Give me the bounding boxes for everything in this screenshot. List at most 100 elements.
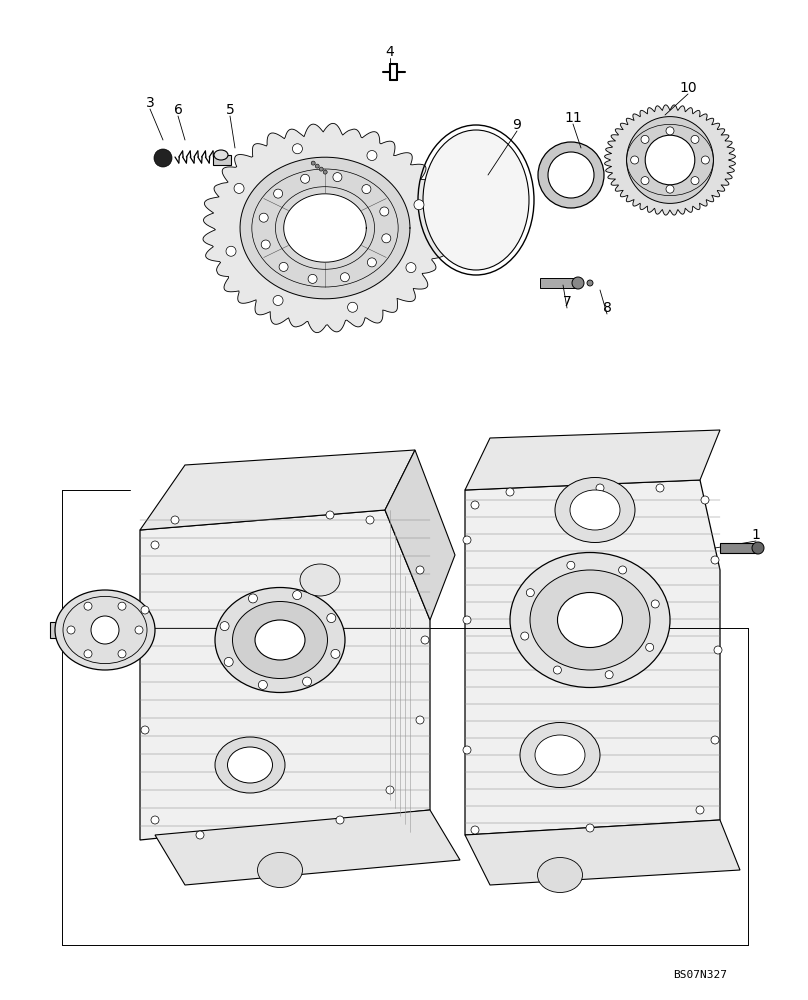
Text: 6: 6 [174, 103, 183, 117]
Circle shape [224, 657, 234, 666]
Polygon shape [465, 820, 740, 885]
Circle shape [701, 156, 709, 164]
Circle shape [463, 746, 471, 754]
Circle shape [366, 516, 374, 524]
Circle shape [326, 614, 336, 623]
Ellipse shape [520, 722, 600, 788]
Text: 5: 5 [225, 103, 234, 117]
Circle shape [220, 622, 229, 631]
Circle shape [91, 616, 119, 644]
Bar [213, 155, 231, 165]
Circle shape [605, 671, 613, 679]
Circle shape [367, 151, 377, 161]
Text: BS07N327: BS07N327 [673, 970, 727, 980]
Circle shape [526, 589, 534, 597]
Ellipse shape [215, 587, 345, 692]
Circle shape [141, 606, 149, 614]
Text: 8: 8 [603, 301, 612, 315]
Circle shape [84, 602, 92, 610]
Circle shape [752, 542, 764, 554]
Circle shape [691, 135, 699, 143]
Polygon shape [240, 157, 410, 299]
Circle shape [171, 516, 179, 524]
Circle shape [416, 716, 424, 724]
Ellipse shape [300, 564, 340, 596]
Circle shape [382, 234, 391, 243]
Circle shape [646, 135, 695, 185]
Ellipse shape [535, 735, 585, 775]
Polygon shape [140, 450, 415, 530]
Circle shape [323, 170, 327, 174]
Circle shape [414, 200, 424, 210]
Circle shape [135, 626, 143, 634]
Polygon shape [385, 450, 455, 620]
Bar [720, 543, 758, 553]
Circle shape [711, 556, 719, 564]
Ellipse shape [423, 130, 529, 270]
Ellipse shape [570, 490, 620, 530]
Ellipse shape [55, 590, 155, 670]
Circle shape [292, 144, 302, 154]
Circle shape [586, 824, 594, 832]
Circle shape [67, 626, 75, 634]
Circle shape [646, 643, 654, 651]
Ellipse shape [255, 620, 305, 660]
Circle shape [651, 600, 659, 608]
Text: 1: 1 [751, 528, 760, 542]
Circle shape [714, 646, 722, 654]
Circle shape [340, 273, 349, 282]
Circle shape [292, 591, 301, 600]
Text: 10: 10 [680, 81, 696, 95]
Ellipse shape [558, 592, 622, 648]
Circle shape [259, 213, 268, 222]
Circle shape [362, 185, 371, 194]
Polygon shape [155, 810, 460, 885]
Circle shape [301, 174, 309, 183]
Ellipse shape [214, 155, 228, 165]
Circle shape [471, 826, 479, 834]
Circle shape [471, 501, 479, 509]
Circle shape [336, 816, 344, 824]
Circle shape [626, 117, 713, 203]
Circle shape [331, 649, 340, 658]
Circle shape [538, 142, 604, 208]
Circle shape [118, 650, 126, 658]
Ellipse shape [233, 601, 327, 678]
Ellipse shape [555, 478, 635, 542]
Polygon shape [203, 123, 447, 333]
Circle shape [641, 135, 649, 143]
Circle shape [308, 274, 317, 283]
Circle shape [696, 806, 704, 814]
Circle shape [386, 786, 394, 794]
Circle shape [701, 496, 709, 504]
Text: 9: 9 [512, 118, 521, 132]
Circle shape [248, 594, 258, 603]
Polygon shape [140, 510, 430, 840]
Circle shape [380, 207, 389, 216]
Ellipse shape [537, 857, 583, 892]
Circle shape [261, 240, 270, 249]
Circle shape [196, 831, 204, 839]
Polygon shape [284, 194, 366, 262]
Circle shape [84, 650, 92, 658]
Circle shape [406, 263, 416, 273]
Circle shape [641, 177, 649, 185]
Circle shape [619, 566, 626, 574]
Circle shape [333, 173, 342, 182]
Circle shape [463, 536, 471, 544]
Circle shape [421, 636, 429, 644]
Circle shape [315, 164, 319, 168]
Circle shape [118, 602, 126, 610]
Circle shape [151, 816, 159, 824]
Circle shape [416, 566, 424, 574]
Polygon shape [465, 480, 720, 835]
Circle shape [553, 666, 562, 674]
Circle shape [234, 183, 244, 193]
Circle shape [567, 561, 574, 569]
Circle shape [151, 541, 159, 549]
Circle shape [311, 161, 315, 165]
Circle shape [279, 262, 288, 271]
Circle shape [154, 149, 172, 167]
Circle shape [631, 156, 638, 164]
Circle shape [506, 488, 514, 496]
